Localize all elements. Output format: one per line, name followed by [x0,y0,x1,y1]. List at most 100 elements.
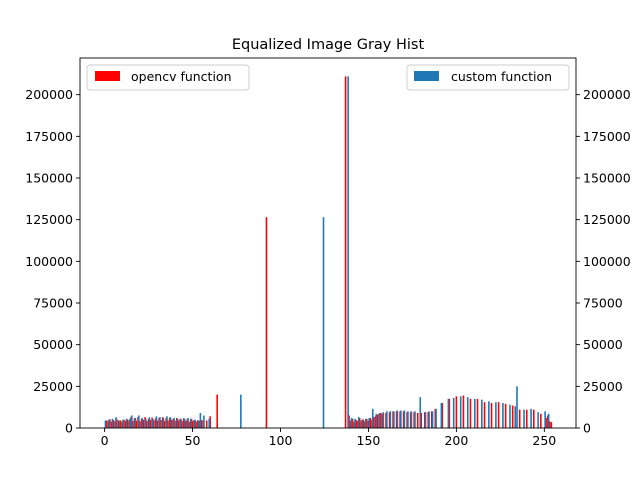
bar-opencv-148 [364,421,366,428]
bar-custom-23 [145,418,147,428]
legend-opencv-swatch [95,71,120,81]
bar-opencv-139 [348,415,350,428]
bar-opencv-24 [146,421,148,428]
bar-opencv-254 [550,422,553,428]
bar-custom-172 [407,411,409,428]
bar-opencv-180 [420,413,423,428]
bar-custom-138 [347,76,349,428]
bar-custom-170 [403,410,406,428]
bar-opencv-60 [209,416,211,428]
bar-opencv-143 [355,420,357,428]
y-right-tick-label: 50000 [583,337,623,352]
y-axis-left: 0 25000 50000 75000 100000 125000 150000 175000… [25,87,80,436]
bar-opencv-17 [133,418,136,428]
bar-custom-39 [173,418,175,428]
bar-opencv-32 [160,420,162,428]
bar-opencv-153 [372,417,375,428]
bar-opencv-52 [195,421,197,428]
bar-custom-206 [466,397,469,428]
bar-custom-15 [131,415,133,428]
bar-opencv-232 [511,405,514,428]
y-left-tick-label: 175000 [25,129,73,144]
legend-custom: custom function [406,64,570,91]
bar-custom-25 [148,417,151,428]
bar-opencv-151 [369,418,371,428]
x-tick-label: 250 [532,433,556,448]
bar-opencv-144 [357,421,359,428]
x-tick-label: 200 [444,433,468,448]
bar-opencv-146 [360,420,363,428]
bar-custom-186 [431,411,434,428]
x-tick-label: 100 [269,433,293,448]
bar-opencv-166 [395,411,398,428]
bar-custom-144 [357,417,360,428]
bar-opencv-147 [362,419,364,428]
bar-opencv-140 [350,420,352,428]
bar-opencv-23 [144,417,146,428]
bar-opencv-11 [123,419,125,428]
y-left-tick-label: 200000 [25,87,73,102]
bar-opencv-36 [167,420,169,428]
bar-opencv-41 [175,418,178,428]
bar-opencv-38 [170,420,173,428]
bar-custom-168 [400,410,402,428]
bar-custom-246 [537,412,539,428]
y-right-tick-label: 0 [583,421,591,436]
bar-opencv-45 [182,418,185,428]
bar-opencv-196 [448,398,451,428]
bar-opencv-30 [156,420,159,428]
bar-custom-45 [183,418,186,428]
bar-custom-166 [396,410,399,428]
bar-opencv-188 [434,408,437,428]
bar-custom-158 [382,412,385,428]
bar-custom-176 [414,411,416,428]
x-tick-label: 150 [357,433,381,448]
bar-opencv-152 [371,419,373,428]
bar-opencv-174 [409,412,412,428]
bar-custom-33 [162,418,165,428]
bar-opencv-240 [525,409,528,428]
bar-opencv-137 [344,76,347,428]
y-axis-right: 0 25000 50000 75000 100000 125000 150000 175000… [576,87,631,436]
y-right-tick-label: 75000 [583,296,623,311]
y-left-tick-label: 100000 [25,254,73,269]
bar-opencv-92 [265,217,268,428]
bar-custom-242 [530,408,532,428]
bar-custom-17 [134,418,137,428]
bar-opencv-248 [540,413,542,428]
bar-custom-21 [141,418,144,428]
y-right-tick-label: 175000 [583,129,631,144]
bar-opencv-160 [385,413,387,428]
bar-custom-29 [155,416,158,428]
bar-custom-140 [350,418,353,428]
bar-opencv-7 [116,419,118,428]
bar-opencv-236 [518,409,521,428]
x-tick-label: 0 [101,433,109,448]
legend-custom-label: custom function [451,69,552,84]
y-right-tick-label: 100000 [583,254,631,269]
chart-title: Equalized Image Gray Hist [232,37,425,53]
bar-custom-146 [361,419,363,428]
bar-opencv-20 [139,421,141,428]
bar-custom-154 [375,413,378,428]
bar-opencv-18 [135,420,138,428]
bar-custom-252 [547,413,550,428]
legend-opencv-label: opencv function [131,69,232,84]
bar-custom-152 [371,408,374,428]
bar-custom-250 [544,411,546,428]
bar-custom-0 [104,420,107,428]
bar-opencv-48 [188,421,190,428]
bar-opencv-64 [216,394,218,428]
bar-custom-230 [509,404,511,428]
y-right-tick-label: 150000 [583,171,631,186]
legend-custom-swatch [414,71,439,81]
legend-custom-box [406,64,570,91]
bar-opencv-5 [112,420,115,428]
bar-custom-59 [208,418,210,428]
bar-opencv-157 [379,413,382,428]
bar-opencv-184 [427,412,430,428]
bar-custom-51 [194,419,196,428]
y-left-tick-label: 150000 [25,171,73,186]
bar-custom-142 [354,418,356,428]
